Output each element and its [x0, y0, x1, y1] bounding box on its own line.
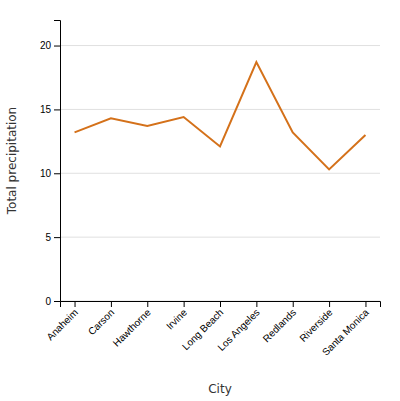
y-tick: 5	[45, 232, 60, 243]
x-axis: AnaheimCarsonHawthorneIrvineLong BeachLo…	[44, 301, 380, 358]
y-tick-mark	[54, 173, 60, 174]
x-tick-mark	[293, 301, 294, 307]
x-tick-mark	[184, 301, 185, 307]
y-tick: 10	[40, 168, 60, 179]
x-tick-mark	[220, 301, 221, 307]
x-tick: Carson	[86, 301, 117, 337]
x-tick-label: Carson	[86, 307, 117, 338]
x-tick-label: Los Angeles	[215, 307, 261, 353]
chart: 05101520AnaheimCarsonHawthorneIrvineLong…	[0, 0, 400, 401]
x-axis-title: City	[208, 382, 232, 396]
grid-line	[60, 237, 380, 238]
x-tick-label: Riverside	[297, 306, 335, 344]
plot: 05101520AnaheimCarsonHawthorneIrvineLong…	[40, 21, 381, 358]
y-tick-mark	[54, 301, 60, 302]
x-tick-mark	[365, 301, 366, 307]
x-tick-mark	[256, 301, 257, 307]
x-tick-label: Irvine	[164, 306, 189, 331]
y-tick-mark	[54, 46, 60, 47]
marks	[75, 62, 366, 169]
x-tick: Irvine	[164, 301, 189, 332]
x-tick: Redlands	[261, 301, 299, 344]
y-tick-label: 20	[40, 40, 52, 51]
grid	[60, 46, 380, 301]
y-tick-label: 15	[40, 104, 52, 115]
x-tick: Riverside	[297, 301, 335, 344]
x-tick-label: Santa Monica	[320, 306, 371, 357]
y-tick-label: 0	[45, 296, 51, 307]
x-tick: Los Angeles	[215, 301, 261, 353]
y-tick-mark	[54, 237, 60, 238]
x-tick: Santa Monica	[320, 301, 371, 358]
x-tick-mark	[111, 301, 112, 307]
y-tick-label: 10	[40, 168, 52, 179]
grid-line	[60, 173, 380, 174]
x-tick-mark	[75, 301, 76, 307]
x-tick-mark	[329, 301, 330, 307]
y-axis: 0 5 10 15 20	[40, 21, 61, 307]
x-tick-label: Anaheim	[44, 307, 80, 343]
line	[75, 62, 366, 169]
x-tick: Anaheim	[44, 301, 80, 342]
x-axis-line	[61, 302, 381, 308]
grid-line	[60, 109, 380, 110]
y-tick: 15	[40, 104, 60, 115]
y-axis-line	[54, 21, 61, 302]
y-tick-label: 5	[45, 232, 51, 243]
y-tick-mark	[54, 109, 60, 110]
x-tick-label: Redlands	[261, 307, 299, 345]
x-tick-label: Hawthorne	[111, 306, 153, 348]
x-tick-mark	[147, 301, 148, 307]
y-axis-title: Total precipitation	[5, 107, 19, 215]
x-tick: Hawthorne	[111, 301, 153, 349]
grid-line	[60, 45, 380, 46]
y-tick: 0	[45, 296, 60, 307]
y-tick: 20	[40, 40, 60, 51]
